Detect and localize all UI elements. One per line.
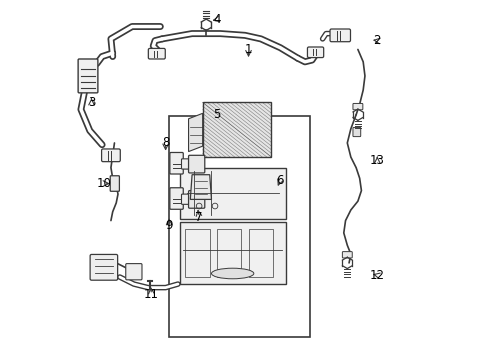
FancyBboxPatch shape — [189, 190, 205, 208]
Text: 1: 1 — [245, 43, 252, 56]
Text: 12: 12 — [370, 269, 385, 282]
FancyBboxPatch shape — [101, 149, 120, 162]
Text: 4: 4 — [213, 13, 220, 26]
FancyBboxPatch shape — [353, 103, 363, 110]
Text: 7: 7 — [196, 211, 203, 224]
Bar — [169, 117, 310, 337]
Text: 9: 9 — [166, 219, 173, 232]
Ellipse shape — [212, 268, 254, 279]
FancyBboxPatch shape — [110, 176, 120, 191]
FancyBboxPatch shape — [181, 194, 192, 204]
FancyBboxPatch shape — [181, 159, 192, 169]
FancyBboxPatch shape — [330, 29, 350, 42]
Text: 10: 10 — [97, 177, 111, 190]
FancyBboxPatch shape — [126, 264, 142, 280]
FancyBboxPatch shape — [90, 255, 118, 280]
FancyBboxPatch shape — [343, 252, 352, 258]
FancyBboxPatch shape — [307, 47, 324, 58]
Polygon shape — [189, 113, 203, 152]
Bar — [203, 102, 271, 157]
Text: 8: 8 — [162, 136, 170, 149]
Text: 5: 5 — [213, 108, 220, 121]
Polygon shape — [190, 175, 212, 199]
FancyBboxPatch shape — [189, 155, 205, 173]
FancyBboxPatch shape — [148, 48, 165, 59]
FancyBboxPatch shape — [170, 188, 183, 209]
Text: 11: 11 — [144, 288, 159, 301]
FancyBboxPatch shape — [353, 127, 361, 136]
Bar — [180, 222, 286, 284]
Text: 3: 3 — [88, 96, 95, 109]
Bar — [185, 229, 210, 277]
Bar — [217, 229, 242, 277]
Text: 2: 2 — [373, 34, 381, 47]
Text: 6: 6 — [276, 174, 284, 186]
Bar — [180, 168, 286, 219]
Bar — [248, 229, 273, 277]
Text: 13: 13 — [370, 154, 385, 167]
FancyBboxPatch shape — [170, 153, 183, 174]
FancyBboxPatch shape — [78, 59, 98, 93]
